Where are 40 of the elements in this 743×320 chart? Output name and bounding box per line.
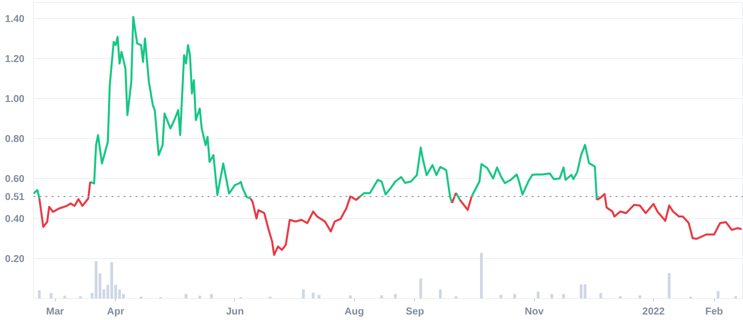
y-tick-label: 0.40: [5, 214, 25, 225]
x-tick-label: Nov: [524, 306, 544, 318]
y-tick-label: 1.40: [5, 14, 25, 25]
ref-line-label: 0.51: [5, 192, 25, 203]
y-tick-label: 0.80: [5, 134, 25, 145]
bar: [94, 261, 98, 298]
bar: [419, 278, 422, 298]
bar: [210, 294, 213, 298]
x-tick-label: Apr: [107, 306, 124, 318]
bar: [50, 293, 52, 298]
bar: [550, 294, 554, 298]
bar: [312, 292, 315, 298]
bar: [318, 294, 320, 298]
bar: [716, 291, 720, 298]
y-tick-label: 1.00: [5, 94, 25, 105]
bar: [122, 294, 125, 298]
x-tick-label: Sep: [406, 306, 424, 318]
bar: [302, 289, 305, 298]
bar: [668, 273, 671, 298]
bar: [580, 284, 583, 298]
bar: [394, 294, 397, 298]
bar: [584, 284, 586, 298]
y-tick-label: 0.60: [5, 174, 25, 185]
bar: [536, 292, 540, 298]
bar: [184, 294, 188, 298]
y-tick-label: 1.20: [5, 54, 25, 65]
x-tick-label: Jun: [226, 306, 244, 318]
x-tick-label: Feb: [705, 306, 724, 318]
x-tick-label: Aug: [344, 306, 364, 318]
y-tick-label: 0.20: [5, 254, 25, 265]
bar: [480, 252, 483, 298]
bar: [438, 289, 442, 298]
bar: [513, 294, 516, 298]
bar: [118, 289, 121, 298]
x-tick-label: 2022: [642, 306, 666, 318]
x-tick-label: Mar: [46, 306, 64, 318]
bar: [599, 293, 602, 298]
bar: [110, 262, 114, 298]
bar: [500, 294, 502, 298]
bar: [562, 294, 565, 298]
